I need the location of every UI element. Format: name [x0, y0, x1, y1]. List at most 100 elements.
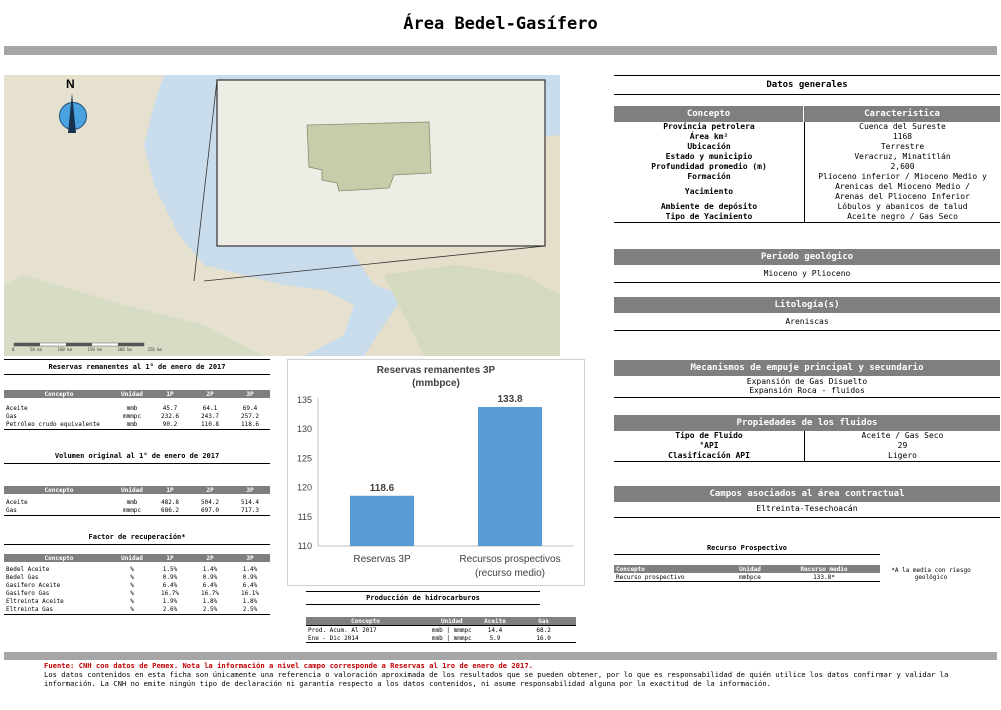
column-header: Concepto	[4, 486, 114, 494]
datos-title: Datos generales	[766, 80, 848, 90]
litologia-value: Areniscas	[785, 317, 829, 326]
cell: 64.1	[202, 404, 218, 412]
cell: Bedel Gas	[6, 573, 39, 581]
periodo-title: Periodo geológico	[614, 249, 1000, 265]
cell: 0.9%	[162, 573, 178, 581]
table-row: Área km² 1168	[614, 132, 1000, 142]
column-header: 3P	[230, 554, 270, 562]
cell: 514.4	[240, 498, 260, 506]
cell: 6.4%	[242, 581, 258, 589]
cell: 90.2	[162, 420, 178, 428]
cell: %	[130, 565, 134, 573]
cell: 1.8%	[202, 597, 218, 605]
x-tick-label: Recursos prospectivos	[459, 554, 560, 565]
cell: 16.1%	[240, 589, 260, 597]
litologia-section: Litología(s) Areniscas	[614, 297, 1000, 331]
cell: 1.9%	[162, 597, 178, 605]
cell: Aceite	[6, 498, 28, 506]
table-row: Bedel Aceite% 1.5% 1.4% 1.4%	[4, 565, 270, 573]
map-scale-labels: 0 50 km 100 km 150 km 200 km 250 km	[12, 347, 162, 352]
scale-tick: 150 km	[87, 347, 102, 352]
cell: mmb	[126, 498, 138, 506]
periodo-value: Mioceno y Plioceno	[763, 269, 851, 278]
footer-disclaimer: Los datos contenidos en esta ficha son ú…	[44, 670, 949, 688]
cell: 257.2	[240, 412, 260, 420]
cell: Aceite / Gas Seco	[861, 431, 944, 440]
cell: Cuenca del Sureste	[859, 122, 946, 131]
footer-divider	[4, 652, 997, 660]
table-row: Aceite mmb 482.8 504.2 514.4	[4, 498, 270, 506]
cell: mmb	[126, 404, 138, 412]
cell: 133.8*	[813, 573, 835, 581]
cell: mmbpce	[739, 573, 761, 581]
column-header: Unidad	[424, 617, 479, 626]
table-row: Gas mmmpc 232.6 243.7 257.2	[4, 412, 270, 420]
column-header: Concepto	[4, 554, 114, 562]
volumen-table: Concepto Unidad 1P 2P 3P Aceite mmb 482.8 5…	[4, 486, 270, 514]
table-row: Gasifero Gas% 16.7% 16.7% 16.1%	[4, 589, 270, 597]
cell: Ambiente de depósito	[614, 202, 805, 212]
recurso-table: Concepto Unidad Recurso medio Recurso pr…	[614, 565, 880, 582]
north-arrow-icon	[68, 93, 76, 133]
reserves-chart: Reservas remanentes 3P (mmbpce) 110 115 120 1…	[287, 359, 585, 586]
cell: 69.4	[242, 404, 258, 412]
mecanismos-title: Mecanismos de empuje principal y secunda…	[614, 360, 1000, 376]
cell: Formación	[614, 172, 805, 182]
recurso-title: Recurso Prospectivo	[706, 544, 788, 552]
cell: mmmpc	[122, 412, 142, 420]
cell: 6.4%	[202, 581, 218, 589]
factor-table: Concepto Unidad 1P 2P 3P Bedel Aceite% 1.…	[4, 554, 270, 613]
cell: %	[130, 573, 134, 581]
table-row: Prod. Acum. Al 2017 mmb | mmmpc 14.4 68.2	[306, 625, 576, 635]
chart-subtitle: (mmbpce)	[412, 378, 460, 389]
y-tick-label: 120	[297, 483, 312, 493]
table-row: Ene - Dic 2014 mmb | mmmpc 5.9 16.0	[306, 634, 576, 643]
cell: Lóbulos y abanicos de talud	[837, 202, 968, 211]
cell: %	[130, 589, 134, 597]
litologia-title: Litología(s)	[614, 297, 1000, 313]
cell: %	[130, 597, 134, 605]
table-row: Gas mmmpc 686.2 697.0 717.3	[4, 506, 270, 514]
factor-title: Factor de recuperación*	[88, 533, 186, 541]
y-tick-label: 125	[297, 453, 312, 463]
cell: Ene - Dic 2014	[308, 634, 359, 642]
bar	[350, 495, 414, 546]
table-row: °API 29	[614, 441, 1000, 451]
reservas-table: Concepto Unidad 1P 2P 3P Aceite mmb 45.7 64…	[4, 390, 270, 428]
cell: Petróleo crudo equivalente	[6, 420, 100, 428]
table-row: Bedel Gas% 0.9% 0.9% 0.9%	[4, 573, 270, 581]
table-row: Formación Plioceno inferior / Mioceno Med…	[614, 172, 1000, 182]
bar	[478, 407, 542, 546]
cell: 2.6%	[162, 605, 178, 613]
bar-chart-svg: Reservas remanentes 3P (mmbpce) 110 115 120 1…	[297, 365, 574, 579]
column-header: Unidad	[732, 565, 768, 573]
cell: 110.8	[200, 420, 220, 428]
north-label: N	[66, 77, 75, 91]
data-label: 133.8	[497, 394, 522, 405]
location-map: N 0 50 km 100 km 150 km 200 km 250 km	[4, 75, 560, 356]
scale-tick: 250 km	[147, 347, 162, 352]
column-header: 1P	[150, 486, 190, 494]
column-header: Concepto	[306, 617, 425, 626]
cell: 16.0	[536, 634, 551, 642]
cell: Eltreinta Gas	[6, 605, 53, 613]
datos-generales-section: Datos generales Concepto Caracteristica …	[614, 75, 1000, 223]
column-header: Unidad	[114, 554, 150, 562]
produccion-table: Concepto Unidad Aceite Gas Prod. Acum. A…	[306, 617, 576, 643]
cell: Gasifero Aceite	[6, 581, 61, 589]
table-row: Tipo de Fluido Aceite / Gas Seco	[614, 431, 1000, 441]
column-header: 3P	[230, 390, 270, 398]
datos-table: Provincia petrolera Cuenca del Sureste Ár…	[614, 122, 1000, 222]
cell: mmb	[126, 420, 138, 428]
mecanismos-section: Mecanismos de empuje principal y secunda…	[614, 360, 1000, 398]
fluidos-section: Propiedades de los fluidos Tipo de Fluid…	[614, 415, 1000, 462]
produccion-title: Producción de hidrocarburos	[366, 594, 480, 602]
cell: 686.2	[160, 506, 180, 514]
column-header: Unidad	[114, 390, 150, 398]
cell: 68.2	[536, 626, 551, 634]
table-row: Estado y municipio Veracruz, Minatitlán	[614, 152, 1000, 162]
cell: Gas	[6, 506, 17, 514]
y-tick-label: 110	[298, 541, 312, 551]
table-row: Ubicación Terrestre	[614, 142, 1000, 152]
cell: Terrestre	[880, 142, 925, 151]
